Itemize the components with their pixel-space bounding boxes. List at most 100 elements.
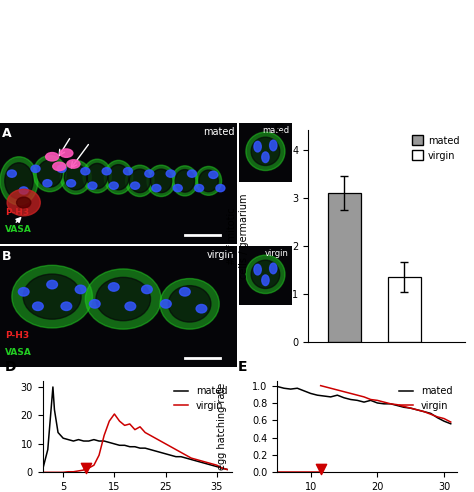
- mated: [153, 448, 158, 454]
- mated: [274, 384, 280, 390]
- mated: [428, 410, 434, 416]
- virgin: [428, 411, 434, 417]
- mated: [178, 454, 184, 460]
- Ellipse shape: [195, 166, 221, 195]
- virgin: [224, 466, 230, 472]
- mated: [448, 421, 454, 427]
- Text: VASA: VASA: [5, 348, 32, 357]
- Ellipse shape: [104, 160, 133, 194]
- virgin: [374, 398, 380, 403]
- virgin: [408, 405, 413, 411]
- Ellipse shape: [161, 300, 171, 308]
- Text: virgin: virgin: [265, 249, 289, 258]
- Ellipse shape: [129, 169, 150, 192]
- Ellipse shape: [33, 302, 43, 310]
- mated: [163, 451, 168, 457]
- mated: [122, 442, 128, 448]
- mated: [294, 385, 300, 391]
- mated: [101, 438, 107, 444]
- virgin: [178, 450, 184, 456]
- Ellipse shape: [61, 302, 72, 310]
- virgin: [101, 432, 107, 438]
- Text: A: A: [2, 126, 12, 140]
- virgin: [189, 455, 194, 461]
- Y-axis label: egg hatching rate: egg hatching rate: [217, 383, 227, 470]
- Ellipse shape: [88, 182, 97, 189]
- Y-axis label: # of eggs per day: # of eggs per day: [0, 383, 1, 470]
- Ellipse shape: [151, 169, 172, 192]
- Y-axis label: # of mitotic
cells / germarium: # of mitotic cells / germarium: [227, 193, 249, 279]
- Text: P-H3: P-H3: [5, 208, 29, 217]
- Ellipse shape: [175, 170, 195, 192]
- virgin: [199, 458, 204, 464]
- Ellipse shape: [251, 260, 280, 288]
- virgin: [321, 384, 327, 390]
- mated: [40, 466, 46, 472]
- Ellipse shape: [109, 182, 118, 189]
- mated: [435, 415, 440, 421]
- virgin: [368, 397, 374, 402]
- virgin: [361, 394, 367, 400]
- Ellipse shape: [216, 184, 225, 192]
- Ellipse shape: [37, 160, 62, 187]
- Ellipse shape: [199, 170, 219, 192]
- mated: [65, 437, 71, 443]
- mated: [321, 393, 327, 399]
- mated: [60, 435, 66, 441]
- Text: mated: mated: [262, 126, 289, 135]
- Legend: mated, virgin: mated, virgin: [411, 135, 460, 160]
- Text: VASA: VASA: [5, 225, 32, 234]
- Ellipse shape: [90, 300, 100, 308]
- mated: [86, 438, 91, 444]
- Text: virgin: virgin: [207, 249, 235, 260]
- Ellipse shape: [17, 197, 31, 208]
- Line: mated: mated: [43, 387, 227, 469]
- mated: [219, 465, 225, 471]
- Ellipse shape: [23, 274, 81, 319]
- Line: virgin: virgin: [320, 386, 451, 422]
- mated: [314, 392, 320, 398]
- virgin: [111, 411, 117, 417]
- virgin: [71, 469, 76, 475]
- virgin: [76, 468, 82, 474]
- mated: [132, 444, 138, 450]
- Ellipse shape: [12, 265, 92, 328]
- Line: mated: mated: [277, 387, 451, 424]
- mated: [96, 438, 102, 444]
- mated: [55, 430, 61, 435]
- virgin: [132, 427, 138, 432]
- mated: [50, 384, 56, 390]
- Ellipse shape: [31, 165, 40, 172]
- Ellipse shape: [126, 165, 154, 196]
- virgin: [60, 469, 66, 475]
- mated: [301, 388, 307, 394]
- Ellipse shape: [19, 187, 28, 194]
- mated: [142, 445, 148, 451]
- mated: [173, 454, 179, 460]
- virgin: [153, 435, 158, 441]
- mated: [281, 385, 287, 391]
- mated: [81, 438, 86, 444]
- mated: [355, 398, 360, 403]
- Ellipse shape: [96, 277, 151, 321]
- virgin: [355, 392, 360, 398]
- virgin: [168, 444, 173, 450]
- Ellipse shape: [123, 168, 132, 175]
- virgin: [209, 461, 215, 467]
- Ellipse shape: [262, 152, 269, 162]
- Ellipse shape: [83, 159, 111, 193]
- virgin: [348, 391, 354, 397]
- Ellipse shape: [64, 165, 87, 190]
- mated: [368, 398, 374, 403]
- Text: P-H3: P-H3: [5, 331, 29, 340]
- Ellipse shape: [209, 171, 218, 179]
- mated: [408, 405, 413, 411]
- virgin: [441, 416, 447, 422]
- mated: [308, 391, 313, 397]
- virgin: [193, 457, 199, 462]
- virgin: [40, 469, 46, 475]
- mated: [328, 394, 334, 400]
- virgin: [107, 418, 112, 424]
- virgin: [173, 447, 179, 453]
- Ellipse shape: [270, 140, 277, 151]
